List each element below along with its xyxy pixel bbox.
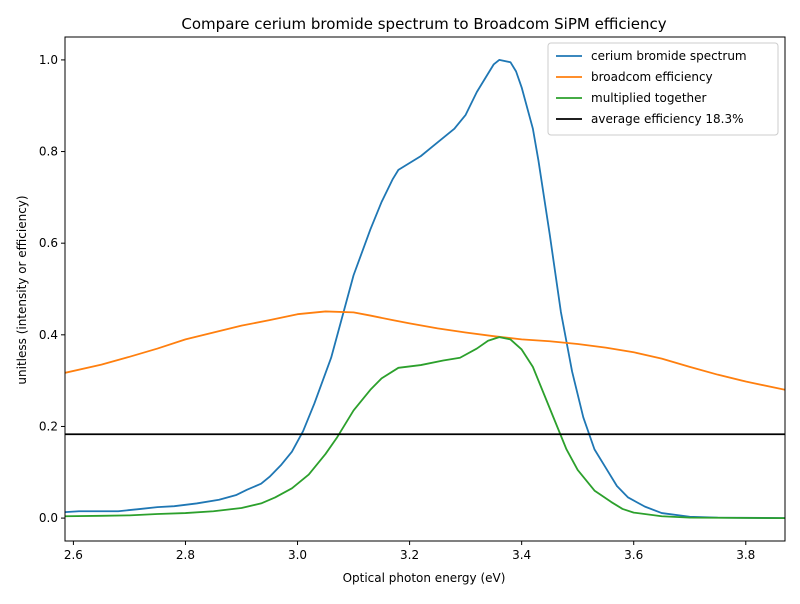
- series-line-3: [65, 336, 785, 519]
- x-tick-label: 3.8: [736, 548, 755, 562]
- legend-label: broadcom efficiency: [591, 70, 713, 84]
- legend-label: multiplied together: [591, 91, 707, 105]
- y-tick-label: 1.0: [39, 53, 58, 67]
- axes: 2.6 2.8 3.0 3.2 3.4 3.6 3.8 0.0 0.2 0.4 0.6 0.8 1.0: [39, 36, 786, 562]
- x-tick-label: 2.6: [64, 548, 83, 562]
- legend-box: [547, 42, 779, 136]
- series-line-2: [65, 310, 785, 391]
- x-axis-label: Optical photon energy (eV): [343, 571, 506, 585]
- legend-label: cerium bromide spectrum: [591, 49, 747, 63]
- x-tick-label: 3.6: [624, 548, 643, 562]
- y-tick-label: 0.0: [39, 511, 58, 525]
- x-tick-label: 3.0: [288, 548, 307, 562]
- legend-label: average efficiency 18.3%: [591, 112, 743, 126]
- legend: cerium bromide spectrum broadcom efficien…: [547, 42, 779, 136]
- y-tick-label: 0.8: [39, 145, 58, 159]
- y-tick-label: 0.4: [39, 328, 58, 342]
- x-tick-label: 2.8: [176, 548, 195, 562]
- plot-frame: [64, 36, 786, 542]
- y-tick-label: 0.6: [39, 236, 58, 250]
- chart-title: Compare cerium bromide spectrum to Broad…: [181, 15, 666, 33]
- series-line-1: [65, 59, 785, 519]
- y-axis-label: unitless (intensity or efficiency): [15, 195, 29, 384]
- plot-area: [65, 59, 785, 519]
- x-tick-label: 3.2: [400, 548, 419, 562]
- x-tick-label: 3.4: [512, 548, 531, 562]
- y-tick-label: 0.2: [39, 419, 58, 433]
